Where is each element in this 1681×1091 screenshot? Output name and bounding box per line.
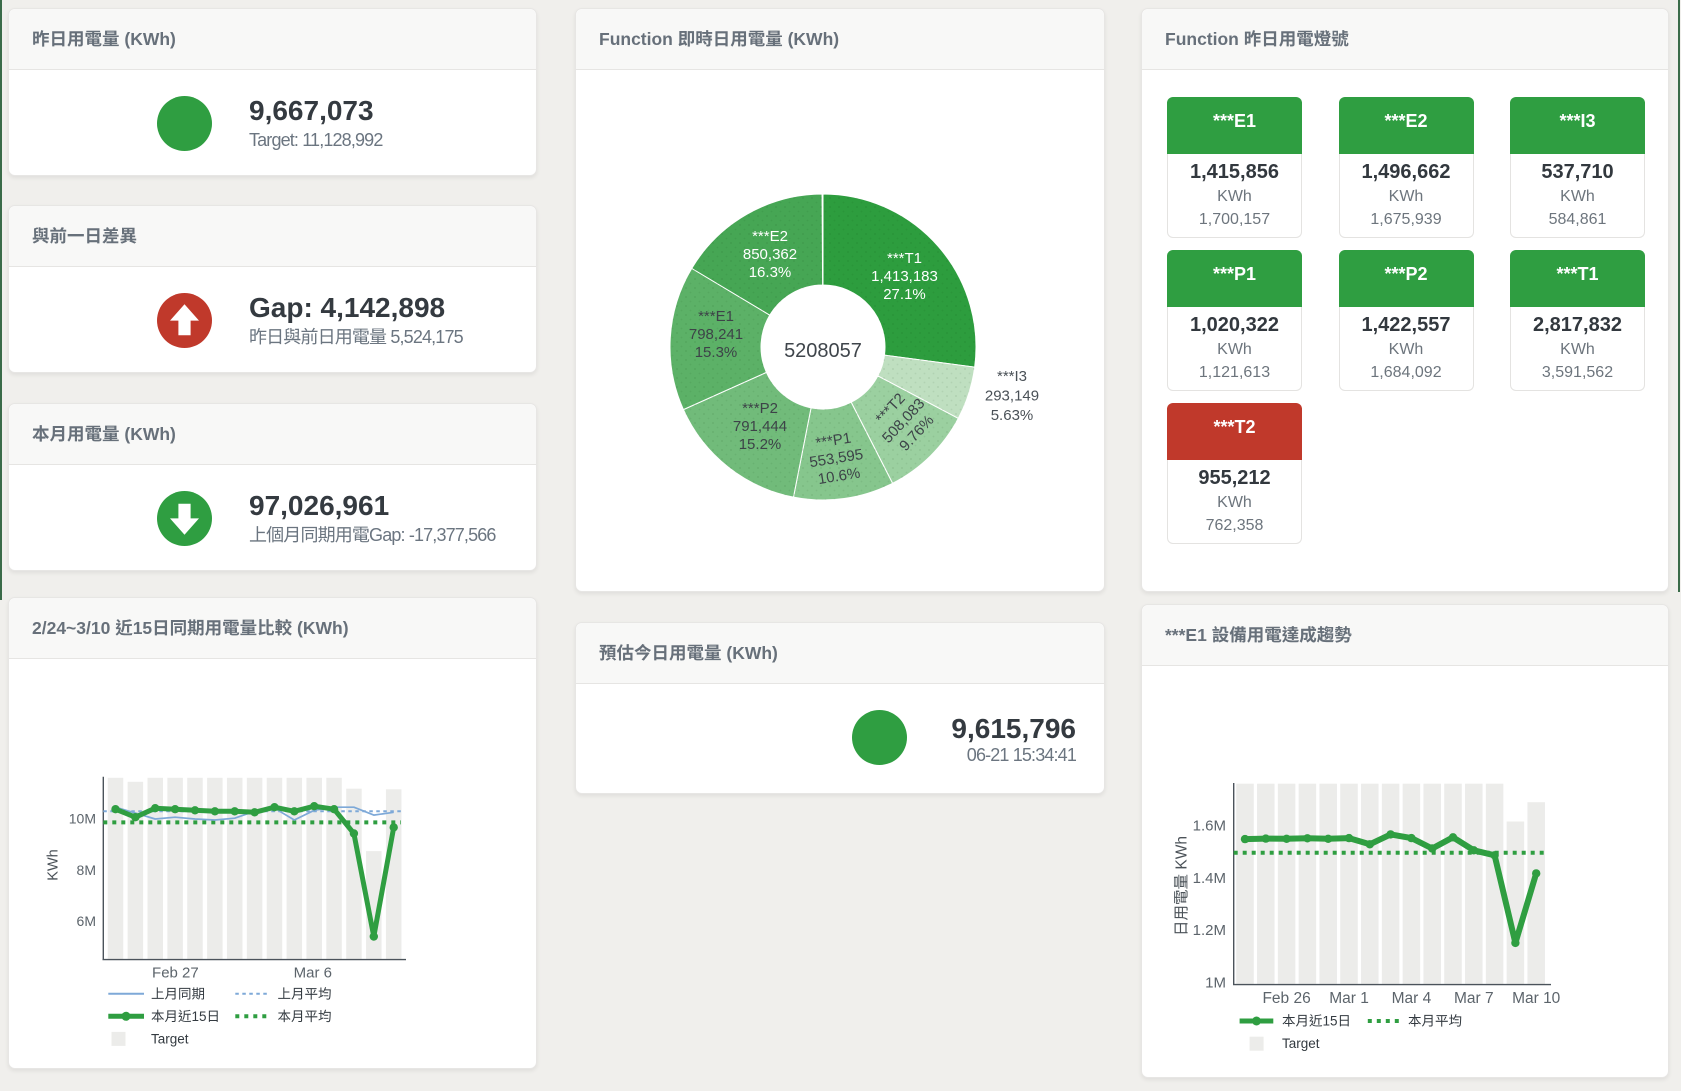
svg-text:KWh: KWh: [46, 849, 62, 880]
svg-text:日用電量 KWh: 日用電量 KWh: [1174, 836, 1191, 936]
svg-text:Mar 6: Mar 6: [294, 965, 332, 982]
svg-text:***P1553,59510.6%: ***P1553,59510.6%: [805, 428, 867, 489]
svg-text:1M: 1M: [1205, 974, 1226, 991]
svg-text:1.2M: 1.2M: [1193, 922, 1226, 939]
svg-text:Feb 26: Feb 26: [1262, 990, 1310, 1007]
svg-text:上月同期: 上月同期: [151, 986, 205, 1001]
svg-text:Target: Target: [151, 1031, 189, 1046]
svg-text:6M: 6M: [77, 913, 96, 929]
svg-text:本月近15日: 本月近15日: [151, 1009, 220, 1024]
svg-text:Mar 7: Mar 7: [1454, 990, 1494, 1007]
svg-text:1.6M: 1.6M: [1193, 818, 1226, 835]
svg-text:本月平均: 本月平均: [278, 1009, 332, 1024]
svg-text:Mar 1: Mar 1: [1329, 990, 1369, 1007]
svg-text:Feb 27: Feb 27: [152, 965, 199, 982]
svg-text:10M: 10M: [69, 811, 96, 827]
svg-text:本月平均: 本月平均: [1408, 1014, 1462, 1029]
svg-text:Mar 10: Mar 10: [1512, 990, 1561, 1007]
svg-text:1.4M: 1.4M: [1193, 870, 1226, 887]
svg-text:8M: 8M: [77, 862, 96, 878]
svg-text:Mar 4: Mar 4: [1392, 990, 1432, 1007]
svg-text:上月平均: 上月平均: [278, 986, 332, 1001]
svg-text:本月近15日: 本月近15日: [1282, 1014, 1351, 1029]
svg-text:Target: Target: [1282, 1036, 1320, 1051]
svg-text:5208057: 5208057: [784, 340, 862, 362]
